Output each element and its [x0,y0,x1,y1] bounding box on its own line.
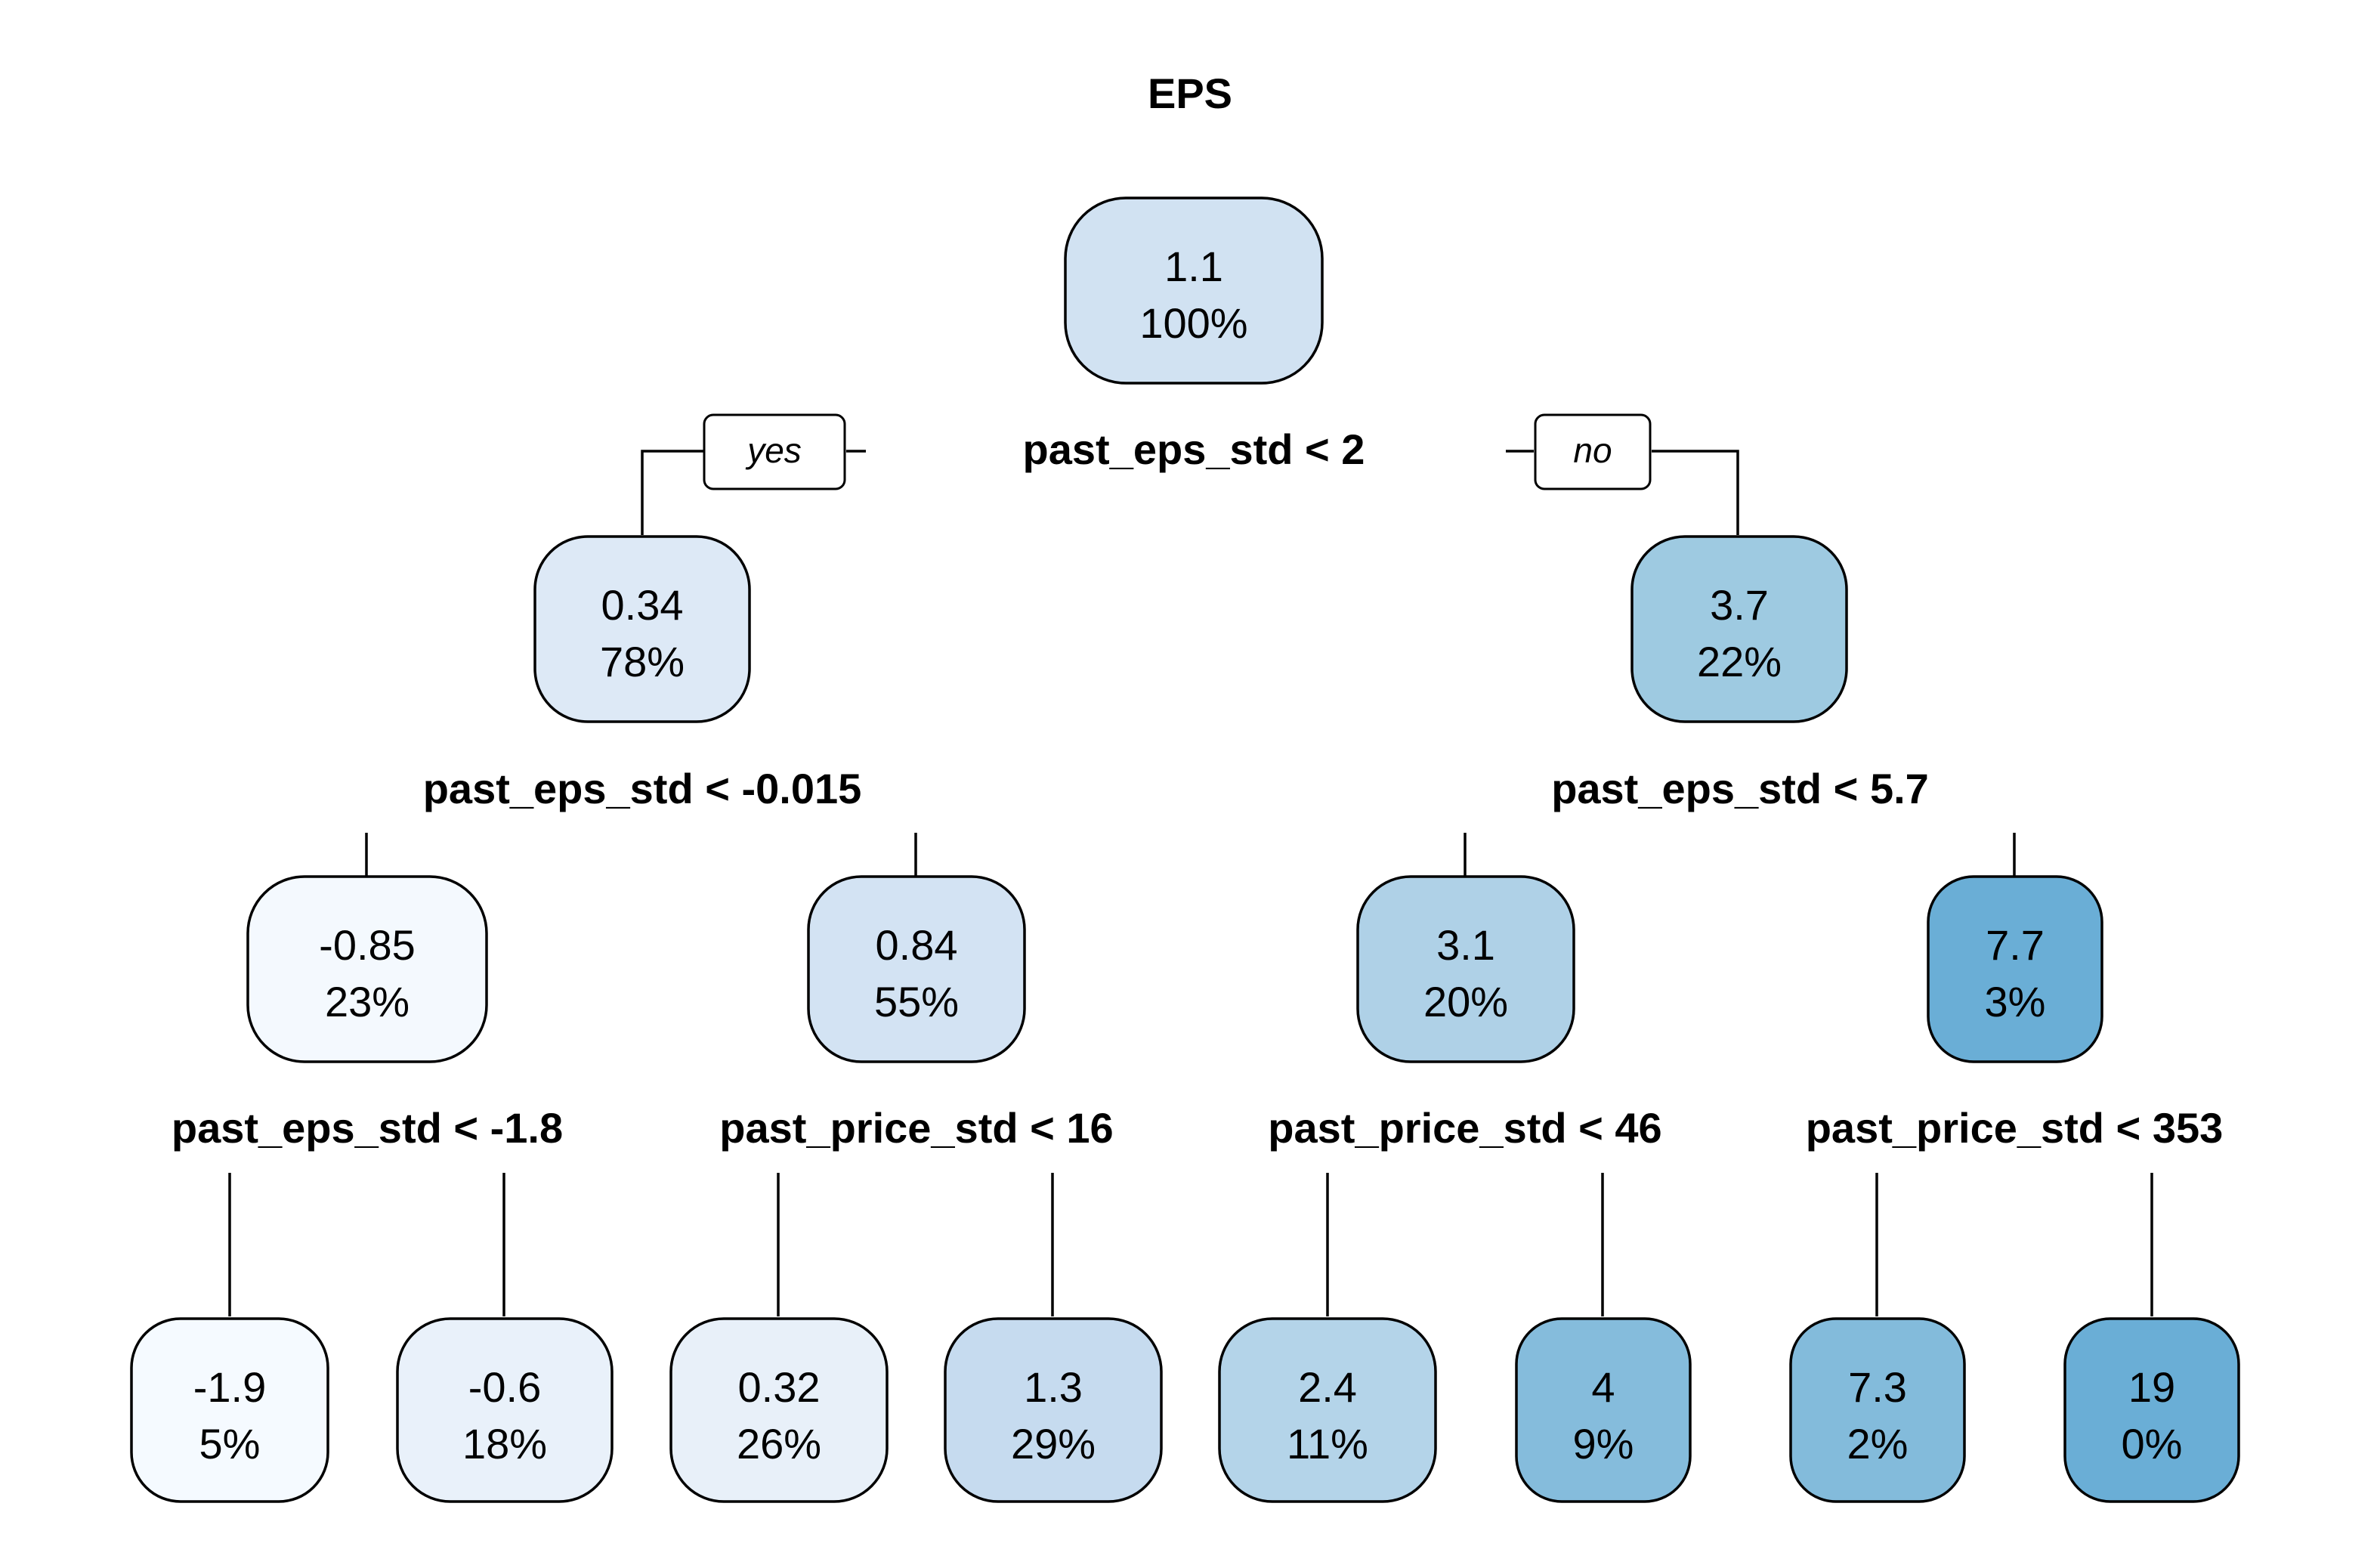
tree-leaf-9: -0.6 18% [396,1317,614,1503]
yes-label: yes [745,431,802,470]
branch-label-yes: yes [703,413,846,490]
tree-leaf-15: 19 0% [2063,1317,2240,1503]
node-value: 0.34 [601,581,684,629]
node-percent: 9% [1573,1420,1634,1468]
node-value: 3.7 [1710,581,1769,629]
tree-leaf-14: 7.3 2% [1789,1317,1966,1503]
split-node4: past_eps_std < -1.8 [172,1104,563,1152]
node-percent: 2% [1847,1420,1909,1468]
node-value: 1.3 [1024,1363,1083,1411]
node-value: 4 [1591,1363,1615,1411]
node-value: -0.85 [319,921,416,969]
split-node6: past_price_std < 46 [1268,1104,1661,1152]
edge-root-right-to-node3 [1652,450,1739,535]
node-percent: 18% [462,1420,547,1468]
node-value: 7.3 [1848,1363,1907,1411]
node-percent: 20% [1423,978,1508,1025]
node-value: 0.32 [738,1363,821,1411]
tree-node-6: 3.1 20% [1356,875,1575,1063]
node-value: 3.1 [1436,921,1495,969]
split-node5: past_price_std < 16 [719,1104,1113,1152]
tree-leaf-13: 4 9% [1515,1317,1692,1503]
node-percent: 26% [737,1420,821,1468]
node-value: 7.7 [1986,921,2045,969]
split-node2: past_eps_std < -0.015 [423,765,862,812]
node-percent: 29% [1011,1420,1096,1468]
tree-leaf-11: 1.3 29% [944,1317,1163,1503]
node-percent: 11% [1287,1420,1368,1468]
no-label: no [1573,431,1612,470]
edges [228,450,2153,1316]
node-percent: 22% [1697,638,1782,685]
tree-node-3: 3.7 22% [1630,535,1848,723]
node-value: -1.9 [193,1363,267,1411]
node-value: 0.84 [876,921,958,969]
node-percent: 78% [600,638,685,685]
node-value: 1.1 [1164,243,1223,290]
node-value: -0.6 [468,1363,542,1411]
tree-node-4: -0.85 23% [246,875,488,1063]
split-labels: past_eps_std < 2 past_eps_std < -0.015 p… [172,425,2223,1152]
tree-leaf-10: 0.32 26% [669,1317,889,1503]
node-percent: 3% [1985,978,2046,1025]
node-percent: 0% [2122,1420,2183,1468]
tree-node-7: 7.7 3% [1927,875,2103,1063]
tree-node-2: 0.34 78% [533,535,751,723]
node-percent: 23% [325,978,410,1025]
split-node3: past_eps_std < 5.7 [1551,765,1929,812]
node-value: 2.4 [1298,1363,1357,1411]
node-percent: 55% [874,978,959,1025]
node-percent: 100% [1139,299,1247,347]
tree-leaf-12: 2.4 11% [1218,1317,1437,1503]
node-value: 19 [2128,1363,2175,1411]
branch-label-no: no [1534,413,1652,490]
split-root: past_eps_std < 2 [1023,425,1365,473]
diagram-title: EPS [1148,70,1232,117]
tree-node-5: 0.84 55% [807,875,1026,1063]
tree-node-root: 1.1 100% [1064,196,1324,385]
edge-root-left-to-node2 [641,450,704,535]
node-percent: 5% [199,1420,261,1468]
tree-leaf-8: -1.9 5% [130,1317,329,1503]
split-node7: past_price_std < 353 [1806,1104,2224,1152]
